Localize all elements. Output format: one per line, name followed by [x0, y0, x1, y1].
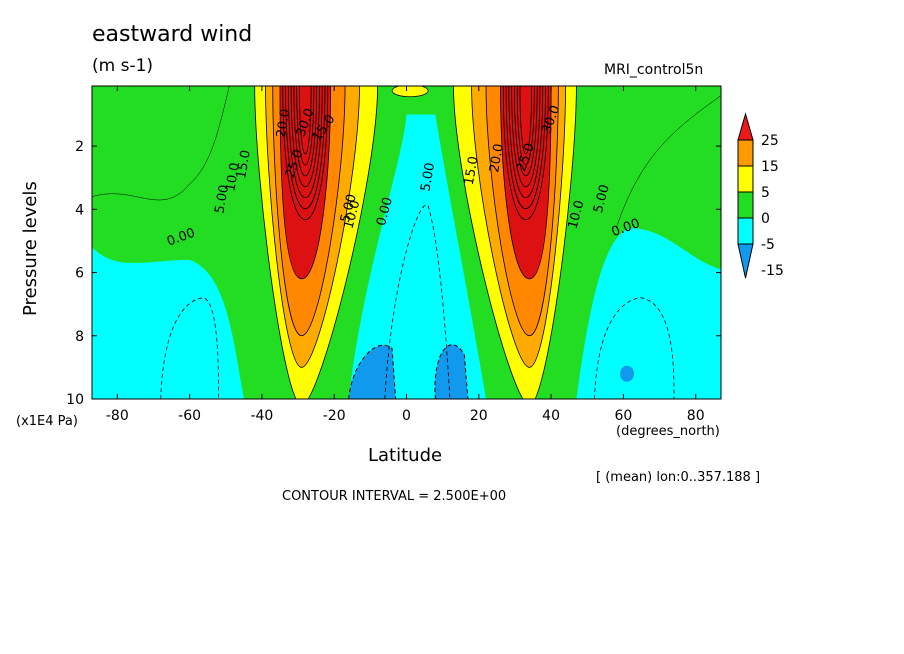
southern-jet-ring-4 — [290, 86, 320, 188]
x-axis-label: Latitude — [368, 445, 443, 466]
x-tick-label: 20 — [470, 408, 488, 424]
colorbar-bottom-arrow — [737, 243, 754, 279]
southern-jet-ring-3 — [287, 86, 323, 198]
y-tick-label: 10 — [66, 392, 84, 408]
contour-label: 20.0 — [487, 143, 507, 174]
southern-jet-ring-6 — [296, 86, 315, 166]
strong-negative-blob-3 — [620, 365, 635, 382]
tropical-easterlies — [348, 114, 487, 399]
y-tick-label: 6 — [75, 266, 84, 282]
contour-label: 10.0 — [223, 162, 243, 193]
colorbar-bin — [737, 217, 754, 245]
contour-label: 5.00 — [212, 184, 232, 215]
x-tick-label: 60 — [614, 408, 632, 424]
contour-label: 15.0 — [234, 149, 254, 180]
colorbar-label: 5 — [761, 185, 770, 201]
y-tick-label: 2 — [75, 139, 84, 155]
x-tick-label: 40 — [542, 408, 560, 424]
dashed-contour-1 — [594, 297, 675, 399]
equatorial-lens — [391, 86, 429, 98]
x-axis-units: (degrees_north) — [616, 424, 720, 439]
x-tick-label: -80 — [106, 408, 129, 424]
x-tick-label: 80 — [687, 408, 705, 424]
x-tick-label: 0 — [402, 408, 411, 424]
southern-jet-ring-7 — [299, 86, 312, 155]
contour-label: 10.0 — [566, 199, 588, 231]
dashed-contour-tropics — [384, 204, 451, 399]
contour-label: 15.0 — [462, 155, 482, 186]
northern-jet-ring-5 — [514, 86, 538, 176]
colorbar-bin — [737, 191, 754, 219]
chart-units: (m s-1) — [92, 56, 154, 76]
y-axis-units: (x1E4 Pa) — [16, 414, 78, 429]
y-tick-label: 8 — [75, 329, 84, 345]
southern-jet-ring-5 — [293, 86, 318, 176]
model-name: MRI_control5n — [604, 62, 704, 78]
chart-title: eastward wind — [92, 22, 253, 47]
northern-jet-ring-2 — [505, 86, 546, 210]
y-tick-label: 4 — [75, 202, 84, 218]
contour-label: 10.0 — [342, 199, 364, 231]
thin-contour-north — [615, 95, 721, 229]
x-tick-label: -40 — [250, 408, 273, 424]
strong-negative-blob-1 — [348, 344, 397, 399]
northern-jet-ring-7 — [519, 86, 533, 155]
southern-jet-ring-1 — [282, 86, 329, 220]
colorbar-top-arrow — [737, 112, 754, 141]
contour-label: 20.0 — [274, 108, 294, 139]
southern-jet-ring-2 — [285, 86, 326, 210]
northern-jet-ring-1 — [502, 86, 549, 220]
northern-jet-ring-6 — [516, 86, 535, 166]
x-tick-label: -20 — [323, 408, 346, 424]
colorbar-label: -15 — [761, 263, 784, 279]
dashed-contour-0 — [160, 297, 219, 399]
northern-jet-ring-3 — [508, 86, 544, 198]
colorbar-bin — [737, 139, 754, 167]
averaging-note: [ (mean) lon:0..357.188 ] — [596, 470, 761, 485]
contour-interval: CONTOUR INTERVAL = 2.500E+00 — [282, 489, 507, 504]
colorbar-label: 0 — [761, 211, 770, 227]
colorbar-label: -5 — [761, 237, 775, 253]
thin-contour-south — [92, 86, 230, 201]
contour-label: 0.00 — [374, 196, 396, 228]
northern-jet-ring-4 — [511, 86, 541, 188]
colorbar-label: 15 — [761, 159, 779, 175]
colorbar-bin — [737, 165, 754, 193]
colorbar-label: 25 — [761, 133, 779, 149]
contour-label: 5.00 — [338, 192, 360, 224]
strong-negative-blob-2 — [434, 344, 469, 399]
contour-label: 5.00 — [418, 162, 438, 193]
contour-label: 5.00 — [591, 183, 613, 215]
x-tick-label: -60 — [178, 408, 201, 424]
